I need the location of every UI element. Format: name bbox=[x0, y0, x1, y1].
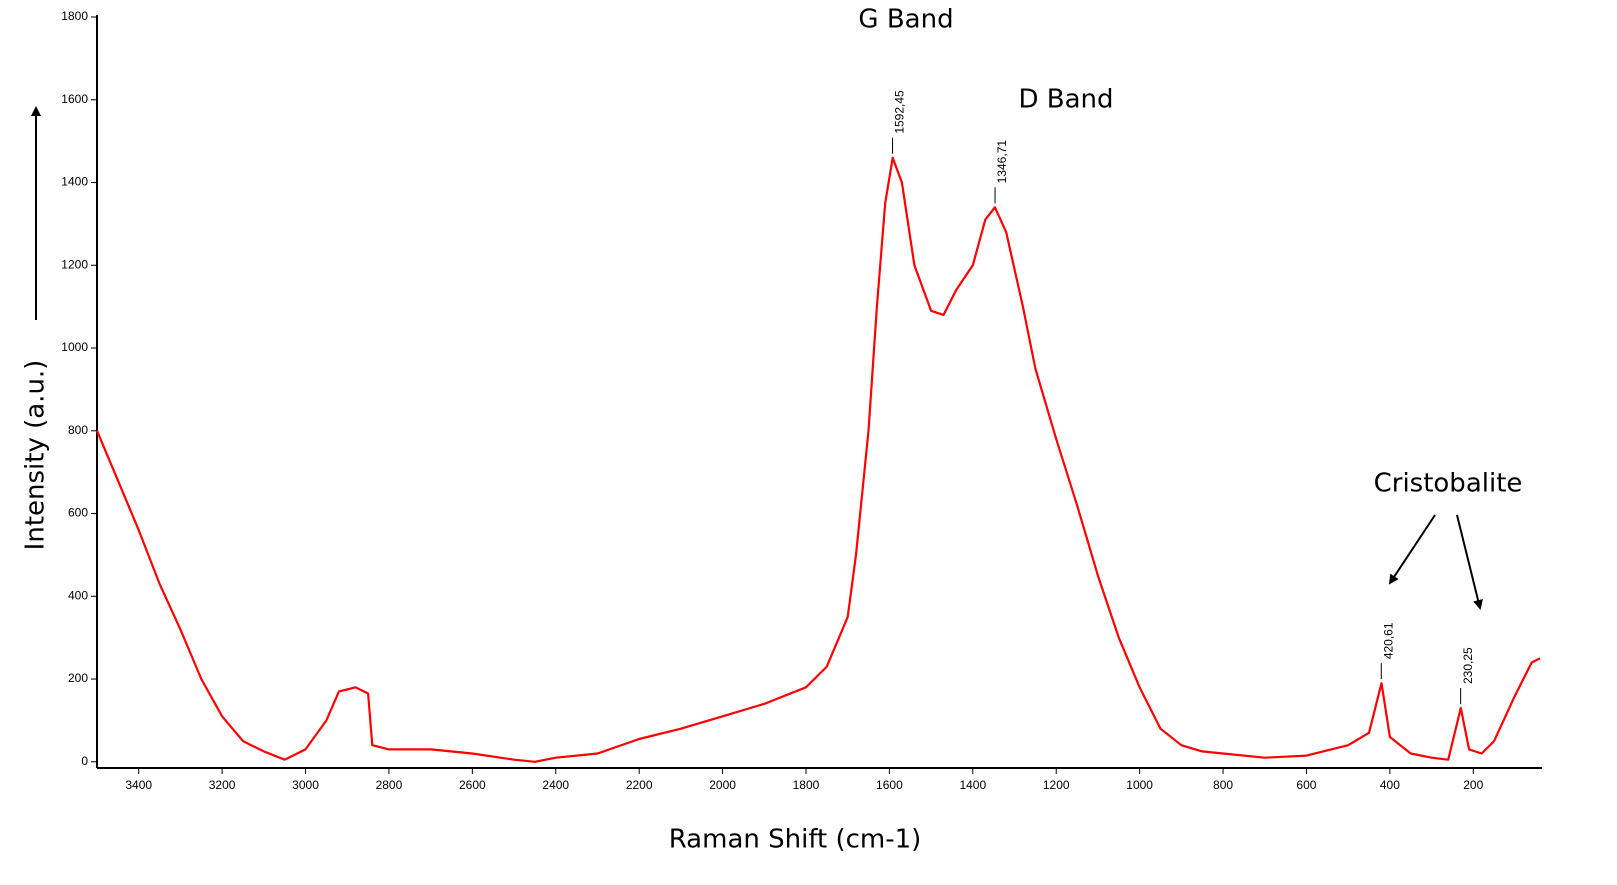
peak-label: 1346,71 bbox=[995, 140, 1009, 184]
y-tick-label: 200 bbox=[68, 671, 88, 685]
x-tick-label: 1800 bbox=[793, 778, 820, 792]
peak-label: 420,61 bbox=[1381, 622, 1395, 659]
y-tick-label: 1400 bbox=[61, 175, 88, 189]
x-tick-label: 800 bbox=[1213, 778, 1233, 792]
x-tick-label: 1400 bbox=[959, 778, 986, 792]
x-tick-label: 200 bbox=[1463, 778, 1483, 792]
d-band-note: D Band bbox=[1018, 85, 1113, 115]
x-tick-label: 2000 bbox=[709, 778, 736, 792]
x-tick-label: 2600 bbox=[459, 778, 486, 792]
x-tick-label: 1200 bbox=[1043, 778, 1070, 792]
peak-label: 1592,45 bbox=[893, 90, 907, 134]
y-tick-label: 1200 bbox=[61, 257, 88, 271]
x-tick-label: 600 bbox=[1296, 778, 1316, 792]
y-tick-label: 1000 bbox=[61, 340, 88, 354]
y-tick-label: 1800 bbox=[61, 9, 88, 23]
x-axis-title: Raman Shift (cm-1) bbox=[669, 825, 922, 855]
y-axis-title: Intensity (a.u.) bbox=[21, 360, 51, 551]
x-tick-label: 1000 bbox=[1126, 778, 1153, 792]
y-tick-label: 600 bbox=[68, 506, 88, 520]
cristobalite-note: Cristobalite bbox=[1374, 469, 1523, 499]
x-tick-label: 3400 bbox=[125, 778, 152, 792]
arrow bbox=[1456, 514, 1483, 610]
y-tick-label: 0 bbox=[81, 754, 88, 768]
spectrum-line bbox=[95, 156, 1541, 763]
arrow bbox=[1388, 514, 1436, 585]
y-tick-label: 800 bbox=[68, 423, 88, 437]
x-tick-label: 400 bbox=[1380, 778, 1400, 792]
peak-label: 230,25 bbox=[1461, 647, 1475, 684]
x-tick-label: 1600 bbox=[876, 778, 903, 792]
y-tick-label: 1600 bbox=[61, 92, 88, 106]
x-tick-label: 2400 bbox=[542, 778, 569, 792]
g-band-note: G Band bbox=[858, 5, 953, 35]
x-tick-label: 2200 bbox=[626, 778, 653, 792]
x-tick-label: 2800 bbox=[376, 778, 403, 792]
x-tick-label: 3000 bbox=[292, 778, 319, 792]
y-tick-label: 400 bbox=[68, 588, 88, 602]
x-tick-label: 3200 bbox=[209, 778, 236, 792]
